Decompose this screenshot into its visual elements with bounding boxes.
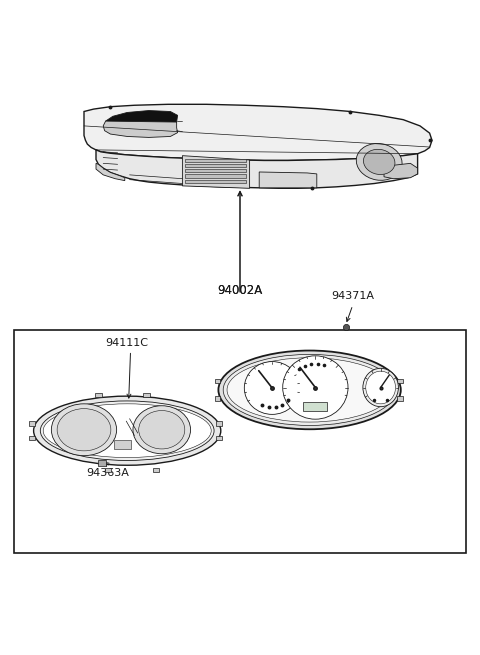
Polygon shape: [84, 104, 432, 160]
Bar: [397, 396, 403, 401]
Text: 94002A: 94002A: [217, 284, 263, 297]
Ellipse shape: [366, 371, 396, 404]
Text: 94371A: 94371A: [331, 291, 374, 301]
Text: 94111C: 94111C: [106, 338, 149, 348]
Bar: [185, 174, 246, 178]
Bar: [105, 468, 111, 472]
Polygon shape: [103, 121, 178, 138]
Bar: [29, 421, 35, 426]
Text: 94002A: 94002A: [217, 284, 263, 297]
Polygon shape: [106, 111, 178, 128]
Bar: [114, 440, 131, 449]
Ellipse shape: [133, 405, 191, 454]
Bar: [185, 164, 246, 167]
Ellipse shape: [51, 404, 117, 456]
Polygon shape: [182, 156, 250, 188]
Bar: [14, 330, 466, 553]
Polygon shape: [96, 163, 125, 181]
Bar: [303, 402, 327, 411]
Bar: [185, 159, 246, 162]
Polygon shape: [96, 150, 418, 188]
Bar: [143, 393, 150, 398]
Ellipse shape: [139, 411, 185, 449]
Bar: [95, 393, 102, 398]
Bar: [98, 460, 106, 466]
Bar: [185, 169, 246, 172]
Polygon shape: [384, 163, 418, 179]
Ellipse shape: [218, 350, 401, 429]
Ellipse shape: [40, 401, 214, 460]
Bar: [216, 421, 222, 426]
Bar: [185, 179, 246, 183]
Bar: [153, 468, 159, 472]
Ellipse shape: [244, 362, 300, 415]
Bar: [215, 396, 220, 401]
Ellipse shape: [363, 368, 398, 407]
Ellipse shape: [223, 354, 396, 425]
Ellipse shape: [363, 149, 395, 174]
Ellipse shape: [57, 409, 111, 451]
Ellipse shape: [43, 404, 211, 458]
Bar: [29, 436, 35, 440]
Polygon shape: [259, 172, 317, 188]
Ellipse shape: [283, 356, 348, 419]
Bar: [216, 436, 222, 440]
Bar: [397, 379, 403, 383]
Ellipse shape: [34, 396, 221, 465]
Ellipse shape: [356, 143, 402, 180]
Bar: [215, 379, 220, 383]
Text: 94363A: 94363A: [86, 468, 130, 478]
Ellipse shape: [227, 358, 392, 422]
